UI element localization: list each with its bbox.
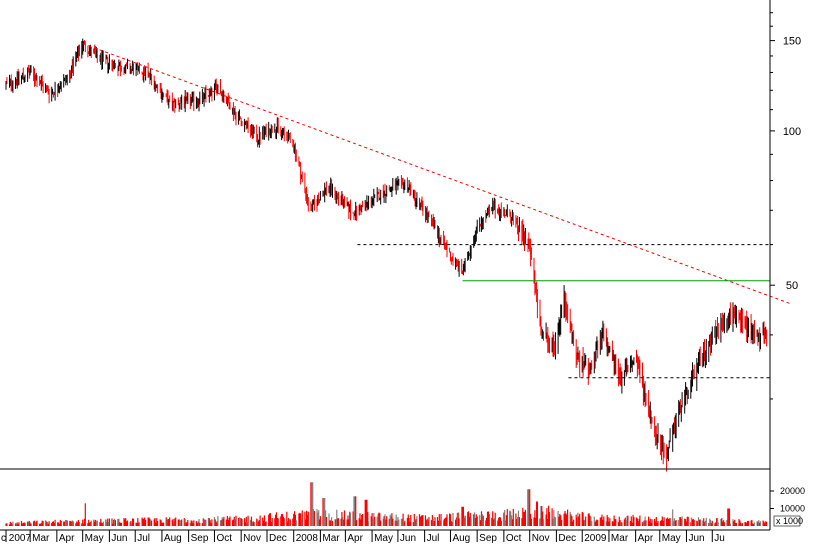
x-tick-label: Jun — [400, 533, 416, 544]
x-tick-label: Oct — [506, 533, 522, 544]
x-tick-label: Jul — [427, 533, 440, 544]
volume-tick-label: 20000 — [780, 486, 805, 496]
x-tick-label: Mar — [611, 533, 629, 544]
price-tick-label: 100 — [783, 126, 801, 138]
x-tick-label: Jun — [111, 533, 127, 544]
x-tick-label: May — [662, 533, 681, 544]
x-tick-label: 2008 — [296, 533, 319, 544]
x-tick-label: Sep — [191, 533, 209, 544]
x-tick-label: Apr — [59, 533, 75, 544]
x-tick-label: Apr — [638, 533, 654, 544]
x-tick-label: Oct — [216, 533, 232, 544]
x-tick-label: Aug — [452, 533, 470, 544]
x-tick-label: Nov — [243, 533, 261, 544]
x-tick-label: Mar — [322, 533, 340, 544]
x-tick-label: Jun — [688, 533, 704, 544]
price-tick-label: 150 — [783, 36, 801, 48]
price-tick-label: 50 — [786, 280, 798, 292]
x-tick-label: Nov — [532, 533, 550, 544]
x-tick-label: Dec — [269, 533, 287, 544]
x-tick-label: Mar — [32, 533, 50, 544]
x-tick-label: Apr — [347, 533, 363, 544]
volume-tick-label: 10000 — [780, 504, 805, 514]
volume-unit-label: x 1000 — [776, 516, 803, 526]
annotations — [82, 43, 791, 379]
volume-panel — [5, 482, 768, 526]
x-tick-label: 2009 — [584, 533, 607, 544]
x-tick-label: Aug — [164, 533, 182, 544]
x-tick-label: Ju — [714, 533, 725, 544]
trendline — [82, 43, 791, 305]
x-tick-label: Dec — [558, 533, 576, 544]
x-tick-label: May — [85, 533, 104, 544]
x-tick-label: Jul — [137, 533, 150, 544]
x-tick-label: Sep — [479, 533, 497, 544]
volume-unit-box — [773, 515, 801, 527]
price-panel — [5, 38, 768, 472]
x-tick-label: May — [374, 533, 393, 544]
x-tick-label: c 2007 — [1, 533, 31, 544]
